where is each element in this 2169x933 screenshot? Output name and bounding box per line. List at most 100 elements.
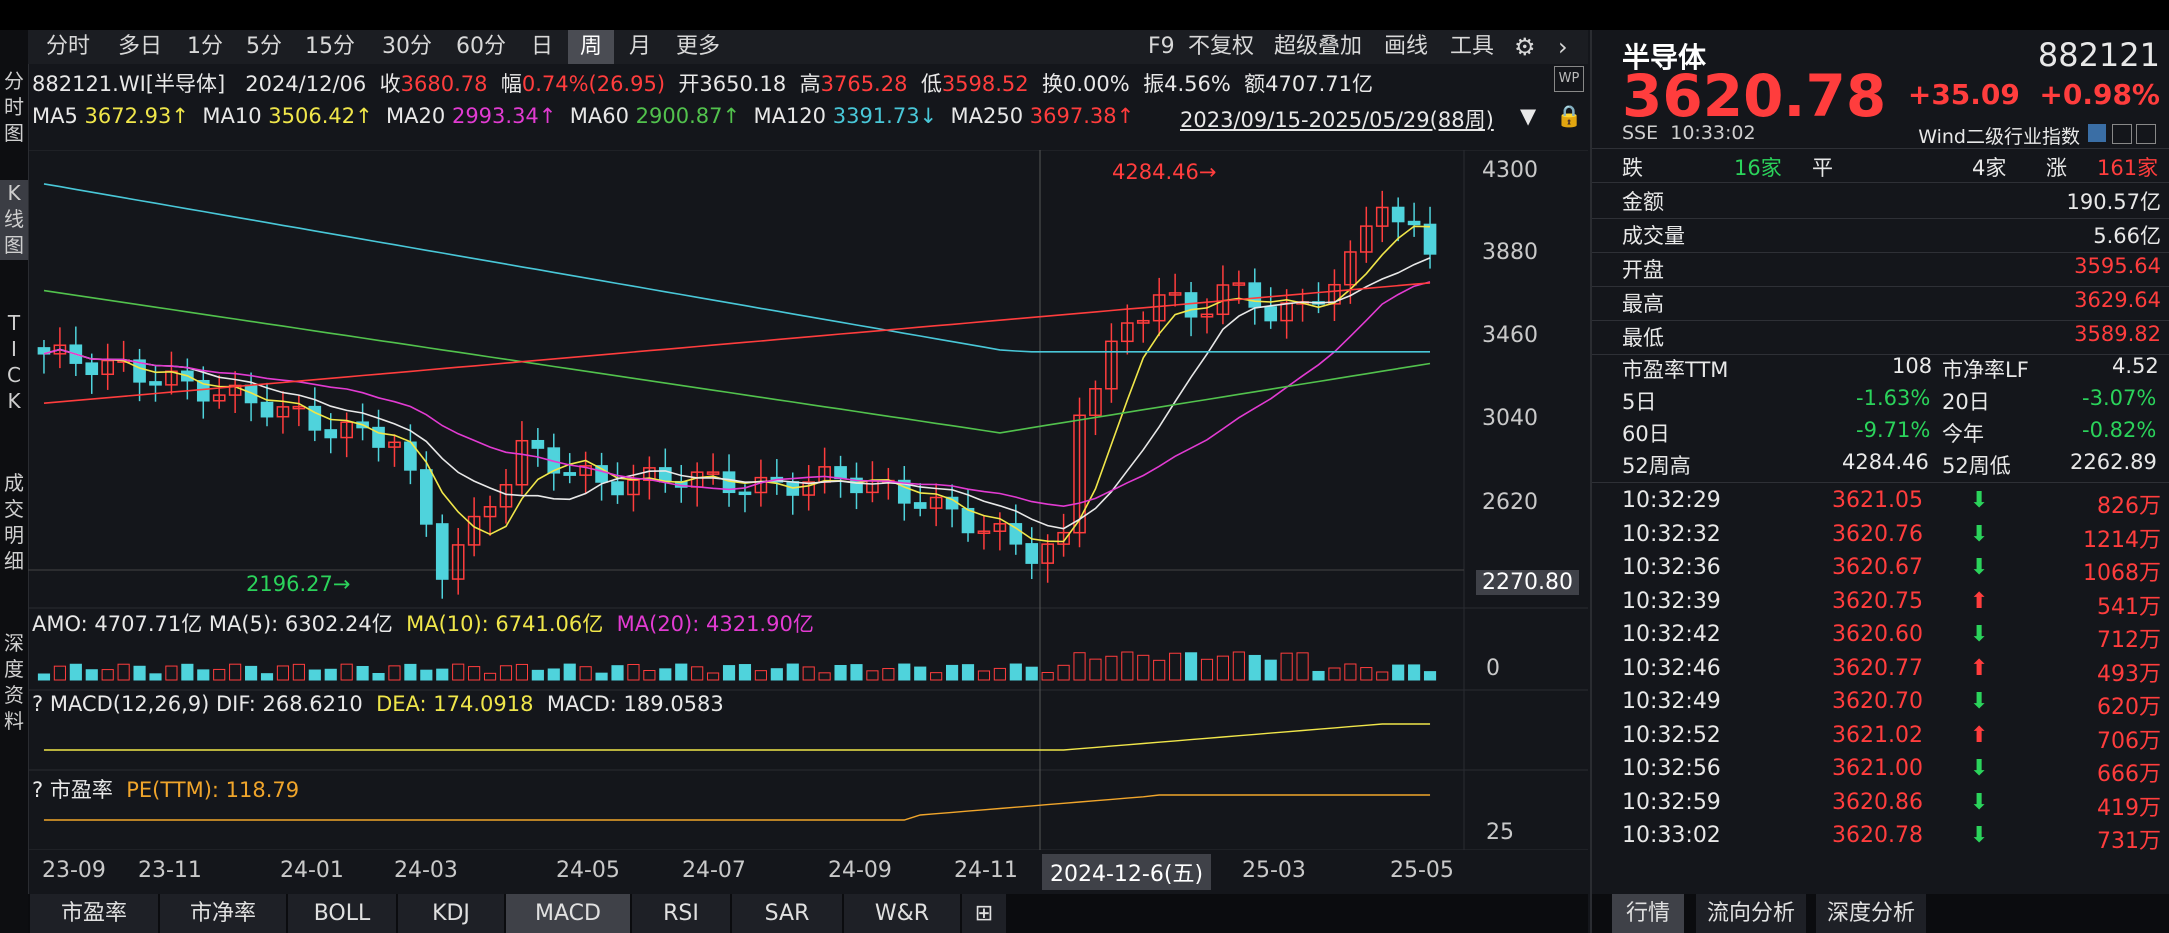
candle-body — [993, 523, 1007, 532]
low-label: 低 — [920, 72, 942, 96]
stat-value: 5.66亿 — [2093, 224, 2161, 248]
volume-bar — [149, 673, 162, 681]
tab-quote[interactable]: 行情 — [1612, 894, 1684, 933]
add-indicator-icon[interactable]: ⊞ — [962, 894, 1008, 933]
tick-time: 10:32:42 — [1622, 622, 1721, 647]
tick-volume: 1068万 — [2083, 561, 2161, 586]
view-depth-button[interactable]: 深 度 资 料 — [0, 630, 28, 734]
indicator-tab-pe[interactable]: 市盈率 — [30, 894, 160, 933]
view-tick-label: T I C K — [7, 311, 21, 413]
range-dropdown-icon[interactable]: ▼ — [1520, 104, 1537, 128]
min-price-annotation: 2196.27→ — [246, 572, 351, 596]
indicator-tab-sar[interactable]: SAR — [732, 894, 844, 933]
tick-volume: 419万 — [2097, 795, 2161, 821]
period-tab-15min[interactable]: 15分 — [305, 34, 355, 59]
period-tab-week[interactable]: 周 — [568, 30, 614, 64]
tools-button[interactable]: 工具 — [1450, 34, 1495, 59]
indicator-tab-wr[interactable]: W&R — [844, 894, 962, 933]
window-icon[interactable] — [2112, 124, 2132, 144]
period-tab-intraday[interactable]: 分时 — [45, 34, 90, 59]
kline-chart[interactable] — [28, 150, 1588, 850]
tick-time: 10:32:59 — [1622, 789, 1721, 815]
view-trades-button[interactable]: 成 交 明 细 — [0, 470, 28, 574]
period-tab-1min[interactable]: 1分 — [187, 34, 223, 59]
tab-flow-analysis[interactable]: 流向分析 — [1696, 894, 1806, 933]
macd-prefix: ? MACD(12,26,9) DIF: 268.6210 — [32, 692, 363, 716]
tick-price: 3621.05 — [1832, 488, 1923, 513]
stat-label: 金额 — [1622, 190, 1664, 214]
indicator-tab-pb[interactable]: 市净率 — [160, 894, 288, 933]
view-kline-button[interactable]: K 线 图 — [0, 180, 28, 260]
view-tick-button[interactable]: T I C K — [0, 310, 28, 414]
candle-body — [1391, 206, 1405, 223]
view-intraday-button[interactable]: 分 时 图 — [0, 68, 28, 148]
overlay-button[interactable]: 超级叠加 — [1274, 34, 1363, 59]
volume-bar — [1423, 671, 1437, 681]
period-tab-30min[interactable]: 30分 — [382, 34, 432, 59]
volume-bar — [1089, 658, 1102, 681]
security-code: 882121.WI[半导体] — [32, 72, 226, 96]
period-tab-more[interactable]: 更多 — [675, 34, 720, 59]
candle-body — [435, 523, 449, 580]
candle-body — [1328, 283, 1341, 305]
volume-bar — [961, 664, 975, 681]
change-value: +35.09 — [1907, 78, 2020, 111]
f9-button[interactable]: F9 — [1148, 34, 1175, 59]
grid-icon[interactable] — [2136, 124, 2156, 144]
lock-icon[interactable]: 🔒 — [1556, 104, 1583, 128]
stat-row: 开盘 3595.64 — [1592, 254, 2169, 284]
volume-bar — [993, 667, 1006, 681]
amp-label: 振 — [1143, 72, 1165, 96]
indicator-tab-rsi[interactable]: RSI — [632, 894, 732, 933]
amo-info-line: AMO: 4707.71亿 MA(5): 6302.24亿 MA(10): 67… — [32, 608, 814, 638]
volume-bar — [1041, 671, 1054, 681]
volume-bar — [627, 663, 640, 681]
draw-line-button[interactable]: 画线 — [1384, 34, 1429, 59]
tab-depth-analysis[interactable]: 深度分析 — [1816, 894, 1926, 933]
macd-value: MACD: 189.0583 — [546, 692, 724, 716]
indicator-tab-kdj[interactable]: KDJ — [398, 894, 506, 933]
divider — [1592, 482, 2169, 483]
edit-icon[interactable] — [2088, 124, 2106, 142]
volume-bar — [1344, 663, 1357, 681]
cursor-date-label: 2024-12-6(五) — [1042, 854, 1212, 890]
candle-body — [1152, 294, 1166, 322]
period-tab-month[interactable]: 月 — [628, 34, 651, 59]
adjust-button[interactable]: 不复权 — [1188, 34, 1255, 59]
stat-label: 最高 — [1622, 292, 1664, 316]
volume-bar — [85, 669, 98, 681]
volume-bar — [260, 673, 274, 681]
wp-icon[interactable]: WP — [1554, 66, 1584, 92]
arrow-up-icon: ⬆ — [1970, 722, 1989, 748]
volume-bar — [1200, 658, 1214, 681]
period-tab-5min[interactable]: 5分 — [246, 34, 282, 59]
candle-body — [483, 506, 497, 518]
view-depth-label: 深 度 资 料 — [4, 631, 24, 733]
price-axis-label: 2620 — [1482, 490, 1538, 515]
w52-high-label: 52周高 — [1622, 454, 1691, 478]
period-tab-60min[interactable]: 60分 — [456, 34, 506, 59]
amt-value: 4707.71亿 — [1265, 72, 1374, 96]
volume-bar — [1169, 652, 1182, 681]
volume-bar — [276, 665, 290, 681]
candle-body — [1423, 223, 1437, 255]
high-value: 3765.28 — [820, 72, 908, 96]
candle-body — [372, 426, 385, 448]
date-axis-label: 25-05 — [1390, 858, 1454, 883]
tick-row: 10:32:36 3620.67 ⬇ 1068万 — [1592, 555, 2169, 586]
period-tab-multiday[interactable]: 多日 — [117, 34, 162, 59]
volume-bar — [1376, 671, 1389, 681]
tick-volume: 826万 — [2097, 494, 2161, 519]
volume-bar — [499, 665, 513, 681]
candle-body — [1073, 414, 1086, 534]
chevron-right-icon[interactable]: › — [1558, 33, 1568, 61]
indicator-tab-boll[interactable]: BOLL — [288, 894, 398, 933]
candle-body — [37, 347, 51, 355]
indicator-tab-macd[interactable]: MACD — [506, 894, 632, 933]
period-tab-day[interactable]: 日 — [530, 34, 553, 59]
perf-value: -3.07% — [2082, 386, 2157, 410]
settings-gear-icon[interactable]: ⚙ — [1514, 33, 1536, 61]
date-range-label[interactable]: 2023/09/15-2025/05/29(88周) — [1180, 108, 1494, 132]
volume-bar — [1360, 667, 1373, 681]
volume-bar — [1137, 654, 1150, 681]
